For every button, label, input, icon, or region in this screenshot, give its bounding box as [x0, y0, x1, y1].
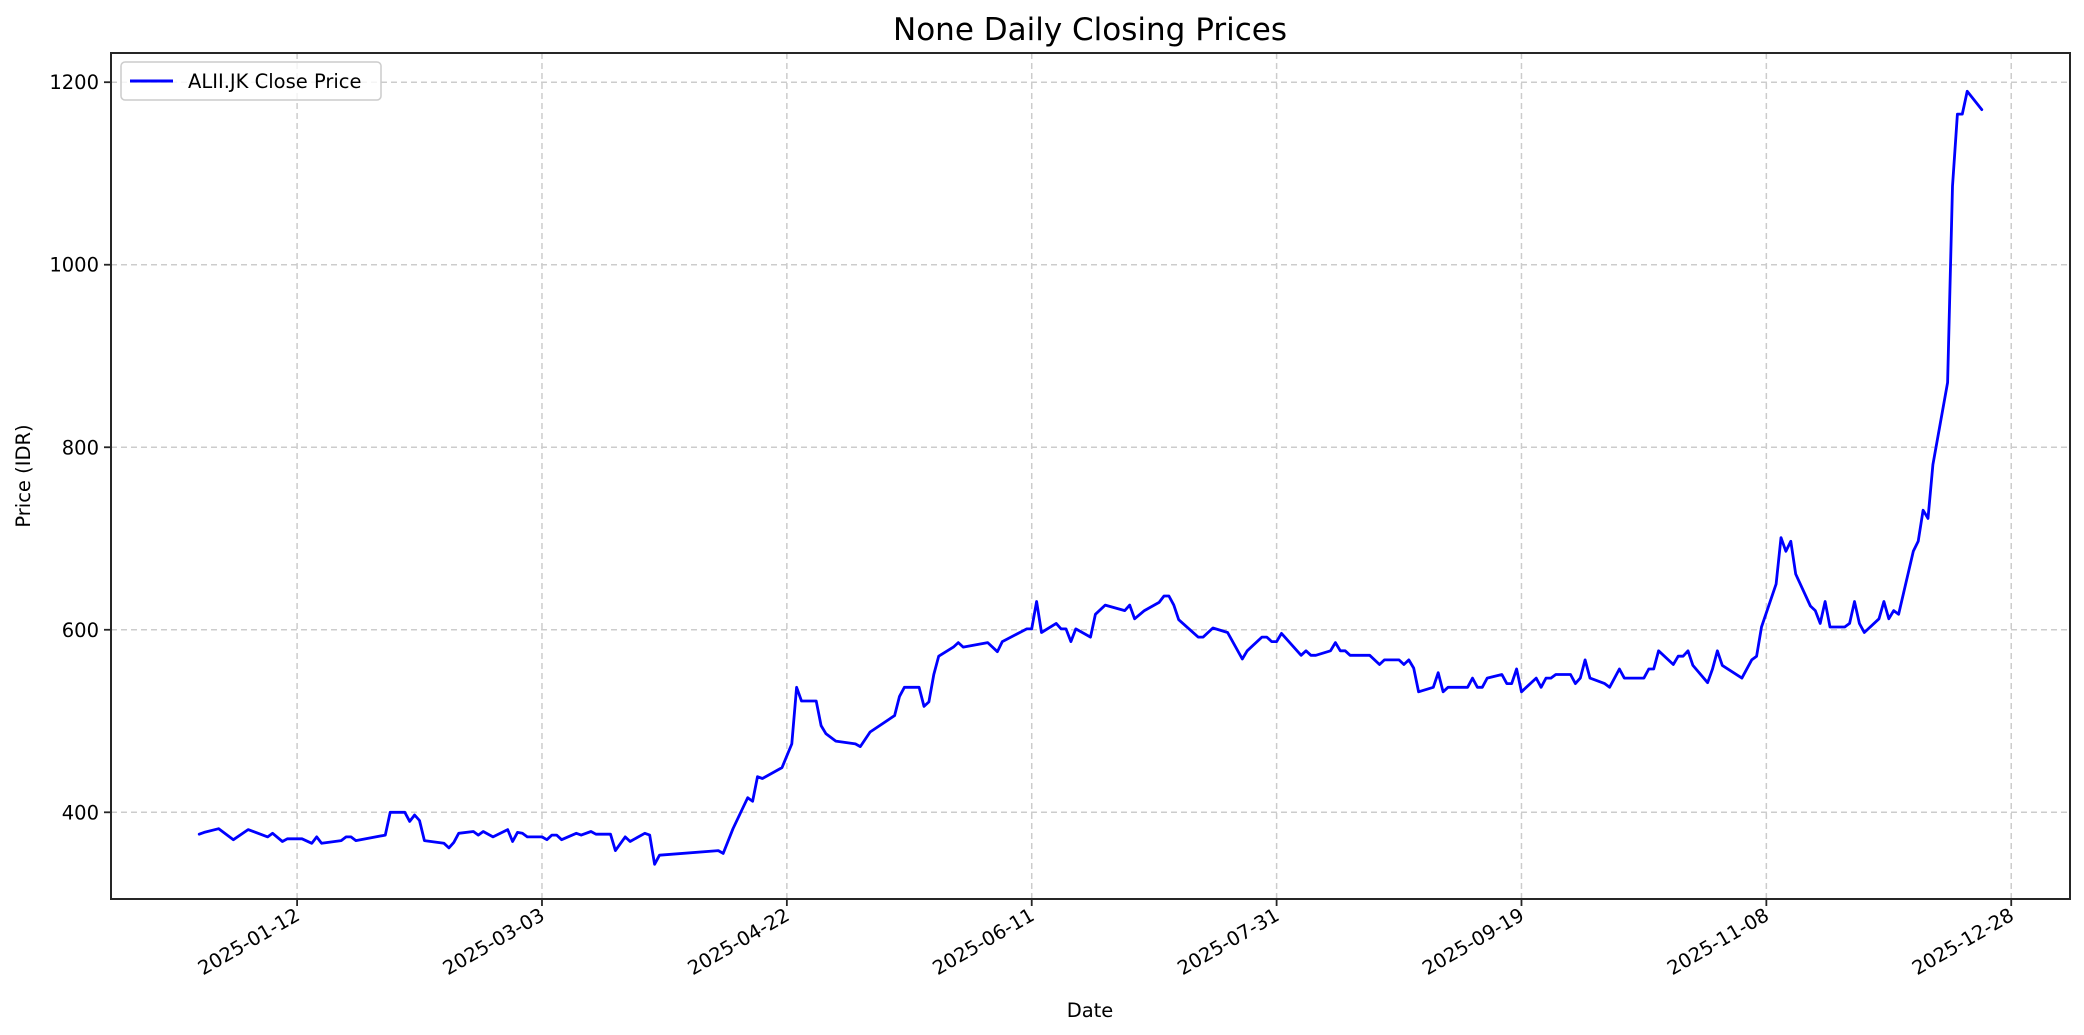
legend-label: ALII.JK Close Price — [188, 70, 362, 93]
x-axis: 2025-01-12 2025-03-03 2025-04-22 2025-06-11… — [194, 899, 2018, 980]
y-tick-label: 400 — [62, 801, 99, 824]
plot-area — [197, 89, 1984, 866]
x-tick-label: 2025-04-22 — [684, 903, 794, 980]
legend: ALII.JK Close Price — [120, 61, 382, 101]
y-tick-label: 800 — [62, 436, 99, 459]
x-tick-label: 2025-11-08 — [1663, 903, 1773, 980]
chart-title: None Daily Closing Prices — [893, 12, 1287, 48]
x-tick-label: 2025-07-31 — [1173, 903, 1283, 980]
x-tick-label: 2025-06-11 — [929, 903, 1039, 980]
legend-box — [120, 61, 382, 101]
axes-frame — [110, 52, 2071, 900]
y-axis: 400 600 800 1000 1200 — [49, 71, 111, 824]
x-tick-label: 2025-09-19 — [1418, 903, 1528, 980]
x-axis-label: Date — [1067, 999, 1114, 1022]
price-line — [197, 89, 1984, 866]
x-tick-label: 2025-03-03 — [439, 903, 549, 980]
y-tick-label: 600 — [62, 619, 99, 642]
x-tick-label: 2025-12-28 — [1908, 903, 2018, 980]
grid-lines — [111, 53, 2070, 899]
y-tick-label: 1200 — [49, 71, 99, 94]
y-tick-label: 1000 — [49, 254, 99, 277]
x-tick-label: 2025-01-12 — [194, 903, 304, 980]
y-axis-label: Price (IDR) — [12, 424, 35, 527]
